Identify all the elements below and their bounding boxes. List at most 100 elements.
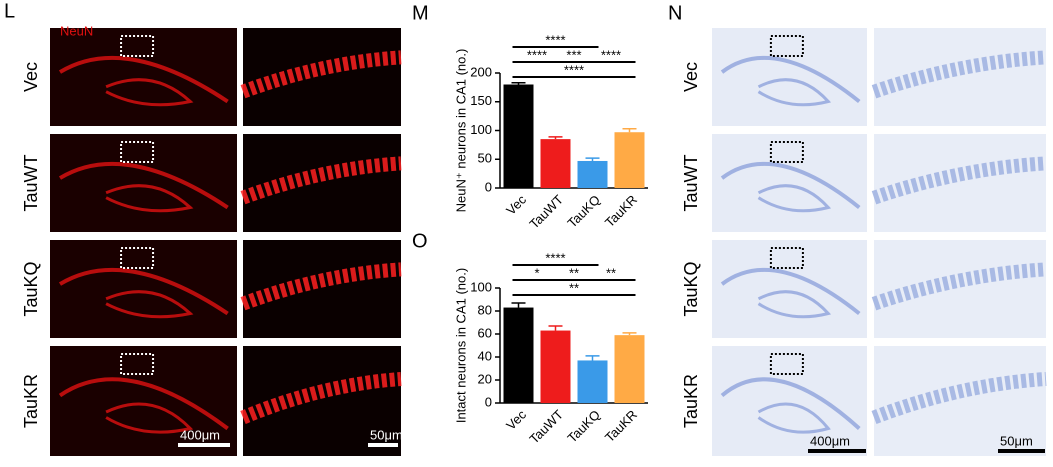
error-bar	[622, 332, 637, 336]
micrograph	[50, 346, 237, 456]
error-bar	[511, 302, 526, 308]
tissue	[720, 161, 861, 210]
error-bar	[622, 128, 637, 133]
cell-layer	[871, 50, 1047, 99]
micrograph	[712, 134, 867, 232]
cell-layer	[240, 262, 402, 311]
error-bar	[585, 157, 600, 161]
zoom-box	[769, 35, 804, 57]
x-tick-label: TauKQ	[564, 192, 603, 231]
significance-label: ****	[564, 62, 584, 77]
micrograph	[50, 28, 237, 126]
y-tick-label: 200	[470, 64, 492, 79]
tissue	[58, 55, 229, 104]
row-label: TauKQ	[681, 261, 701, 316]
row-label: Vec	[21, 62, 41, 92]
micrograph	[712, 240, 867, 338]
y-tick-label: 100	[470, 279, 492, 294]
bar	[614, 335, 645, 403]
tissue	[58, 267, 229, 316]
y-tick-label: 0	[485, 394, 492, 409]
tissue	[757, 78, 832, 107]
micrograph	[50, 134, 237, 232]
cell-layer	[240, 156, 402, 205]
panel-letter: N	[668, 2, 682, 24]
bar	[577, 160, 608, 188]
tissue	[58, 377, 229, 431]
error-bar	[511, 82, 526, 85]
x-tick-label: TauKR	[602, 192, 640, 230]
tissue	[58, 161, 229, 210]
row-label: TauKR	[21, 374, 41, 428]
zoom-box	[769, 247, 804, 269]
tissue	[757, 290, 832, 319]
y-tick-label: 40	[478, 348, 492, 363]
cell-layer	[871, 156, 1047, 205]
bar	[540, 330, 571, 403]
x-tick-label: Vec	[503, 407, 529, 433]
y-tick-label: 0	[485, 179, 492, 194]
row-label: TauKQ	[21, 261, 41, 316]
tissue	[105, 78, 194, 107]
significance-label: ****	[545, 32, 565, 47]
x-tick-label: Vec	[503, 192, 529, 218]
tissue	[720, 377, 861, 430]
error-bar	[585, 355, 600, 361]
zoom-box	[120, 35, 155, 57]
micrograph	[243, 346, 401, 456]
scale-bar-label: 50μm	[370, 427, 403, 442]
significance-label: ***	[566, 47, 581, 62]
scale-bar-label: 400μm	[180, 427, 220, 442]
zoom-box	[120, 247, 155, 269]
row-label: TauKR	[681, 374, 701, 428]
cell-layer	[871, 262, 1047, 311]
micrograph	[243, 240, 401, 338]
bar	[540, 139, 571, 188]
scale-bar-label: 50μm	[1000, 433, 1033, 448]
row-label: TauWT	[681, 154, 701, 211]
y-tick-label: 20	[478, 371, 492, 386]
micrograph	[874, 28, 1046, 126]
panel-letter: O	[412, 230, 428, 252]
y-tick-label: 80	[478, 302, 492, 317]
zoom-box	[120, 353, 155, 375]
zoom-box	[769, 141, 804, 163]
micrograph	[712, 346, 867, 456]
cell-layer	[240, 372, 402, 424]
zoom-box	[120, 141, 155, 163]
significance-label: ****	[545, 250, 565, 265]
y-axis-label: Intact neurons in CA1 (no.)	[453, 268, 468, 423]
tissue	[757, 184, 832, 213]
y-tick-label: 50	[478, 151, 492, 166]
panel-letter: M	[412, 2, 429, 24]
significance-label: *	[534, 265, 539, 280]
error-bar	[548, 325, 563, 331]
bar	[503, 84, 534, 188]
tissue	[757, 402, 831, 434]
significance-label: **	[606, 265, 616, 280]
micrograph	[243, 28, 401, 126]
row-label: TauWT	[21, 154, 41, 211]
micrograph	[874, 134, 1046, 232]
micrograph	[874, 240, 1046, 338]
row-label: Vec	[681, 62, 701, 92]
micrograph	[50, 240, 237, 338]
tissue	[720, 267, 861, 316]
tissue	[720, 55, 861, 104]
tissue	[105, 290, 194, 319]
y-tick-label: 100	[470, 122, 492, 137]
significance-label: **	[569, 280, 579, 295]
bar	[614, 132, 645, 188]
micrograph	[712, 28, 867, 126]
error-bar	[548, 136, 563, 140]
significance-label: ****	[601, 47, 621, 62]
y-axis-label: NeuN⁺ neurons in CA1 (no.)	[453, 49, 468, 213]
cell-layer	[871, 372, 1047, 425]
bar	[503, 307, 534, 403]
zoom-box	[769, 353, 804, 375]
x-tick-label: TauKR	[602, 407, 640, 445]
stain-label: NeuN	[60, 23, 93, 38]
significance-label: **	[569, 265, 579, 280]
y-tick-label: 60	[478, 325, 492, 340]
